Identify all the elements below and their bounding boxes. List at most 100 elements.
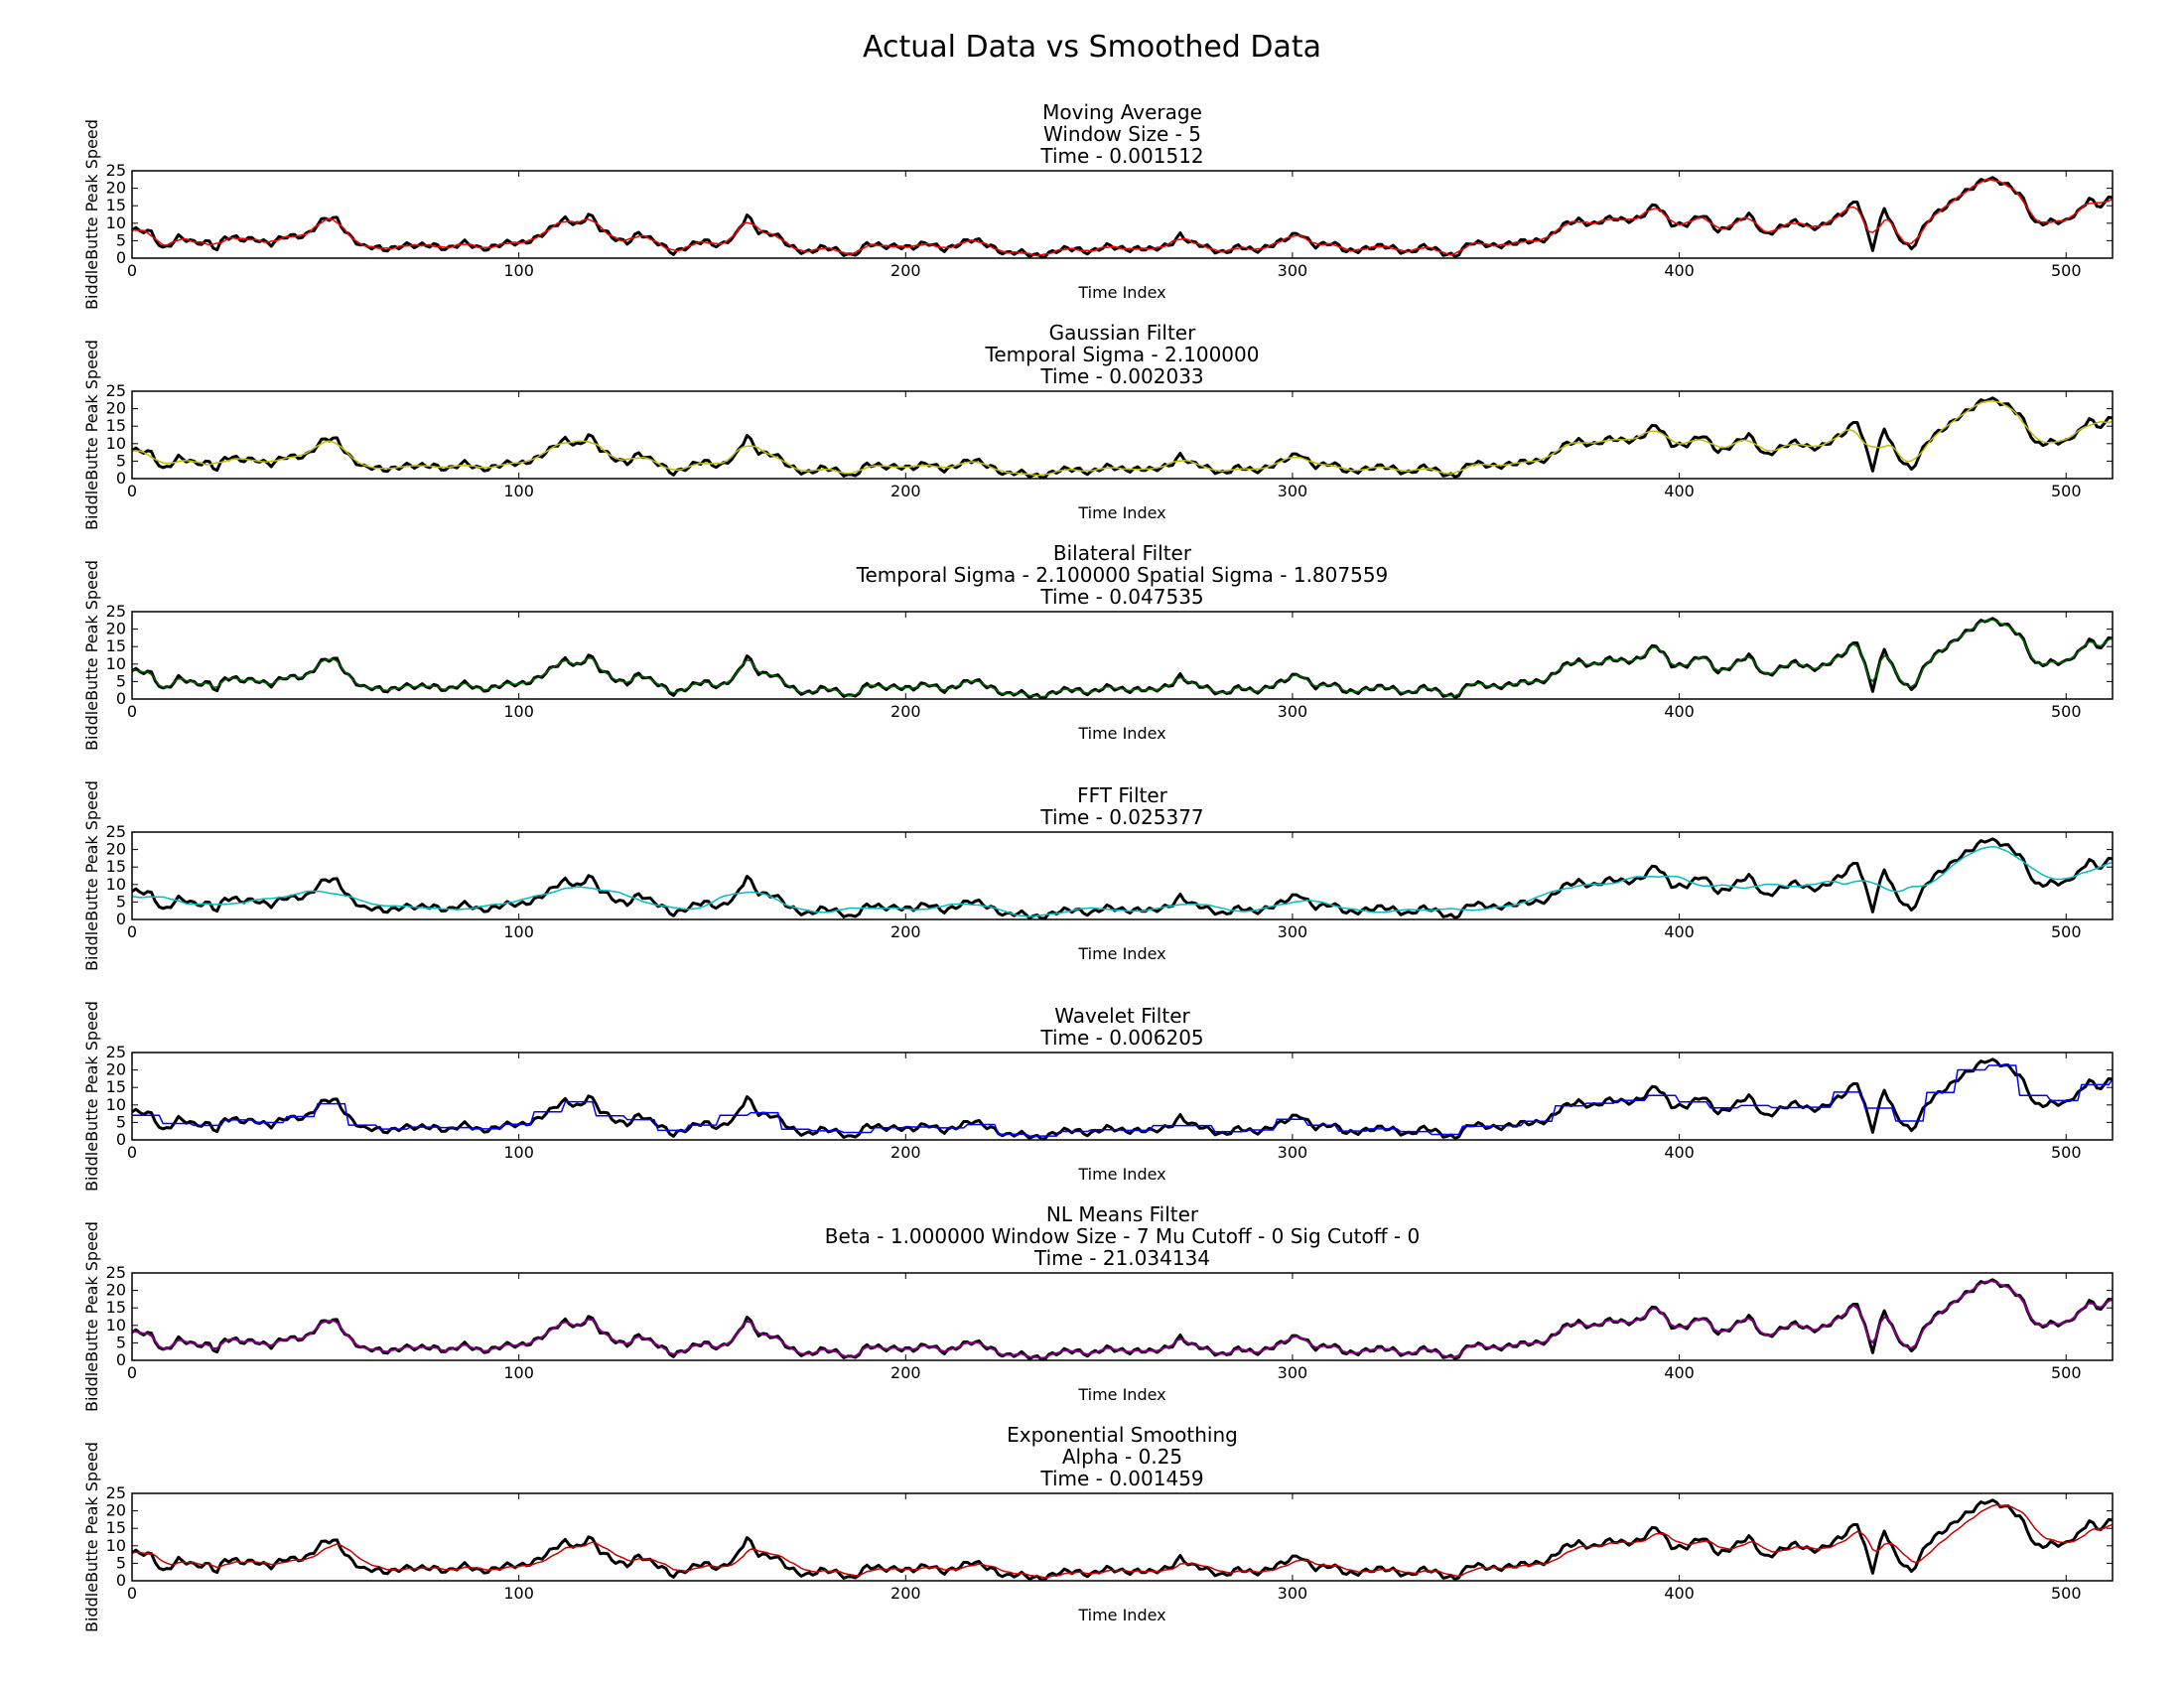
- y-tick-label: 25: [106, 1263, 126, 1282]
- axes-frame: [131, 390, 2114, 480]
- subplot-title-line: Alpha - 0.25: [1062, 1445, 1182, 1469]
- x-tick-label: 100: [503, 261, 534, 280]
- y-tick-label: 20: [106, 620, 126, 638]
- x-tick-label: 400: [1664, 702, 1695, 721]
- y-tick-label: 0: [116, 469, 126, 488]
- x-axis-label: Time Index: [1077, 503, 1165, 522]
- y-tick-label: 15: [106, 636, 126, 655]
- subplot-title-line: FFT Filter: [1077, 783, 1168, 807]
- y-tick-label: 5: [116, 1333, 126, 1351]
- y-tick-label: 5: [116, 892, 126, 911]
- x-axis-label: Time Index: [1077, 1165, 1165, 1184]
- y-axis-label: BiddleButte Peak Speed: [82, 1001, 101, 1192]
- axes-frame: [131, 1052, 2114, 1141]
- y-tick-label: 20: [106, 1281, 126, 1300]
- x-tick-label: 500: [2051, 482, 2082, 500]
- y-tick-label: 15: [106, 196, 126, 214]
- y-tick-label: 25: [106, 381, 126, 400]
- x-tick-label: 100: [503, 702, 534, 721]
- y-tick-label: 25: [106, 161, 126, 180]
- y-axis-label: BiddleButte Peak Speed: [82, 119, 101, 310]
- y-tick-label: 5: [116, 1553, 126, 1572]
- x-tick-label: 200: [890, 1143, 921, 1162]
- x-tick-label: 400: [1664, 1584, 1695, 1603]
- subplot-title-line: Time - 0.002033: [1039, 364, 1203, 388]
- x-tick-label: 100: [503, 482, 534, 500]
- series-actual-line: [131, 396, 2114, 480]
- x-tick-label: 0: [127, 261, 137, 280]
- x-tick-label: 0: [127, 922, 137, 941]
- subplot-title-line: Exponential Smoothing: [1007, 1423, 1238, 1447]
- y-tick-label: 25: [106, 822, 126, 841]
- series-actual-line: [131, 176, 2114, 259]
- x-tick-label: 300: [1278, 702, 1308, 721]
- x-tick-label: 0: [127, 1143, 137, 1162]
- series-smoothed-line: [131, 178, 2114, 257]
- x-tick-label: 200: [890, 1363, 921, 1382]
- x-axis-label: Time Index: [1077, 1606, 1165, 1624]
- y-axis-label: BiddleButte Peak Speed: [82, 340, 101, 530]
- figure-suptitle: Actual Data vs Smoothed Data: [863, 30, 1321, 65]
- x-tick-label: 300: [1278, 1584, 1308, 1603]
- y-tick-label: 10: [106, 434, 126, 453]
- x-tick-label: 500: [2051, 261, 2082, 280]
- y-axis-label: BiddleButte Peak Speed: [82, 1442, 101, 1632]
- x-tick-label: 0: [127, 482, 137, 500]
- subplot-title-line: Time - 0.001512: [1039, 144, 1203, 168]
- subplot-title-line: Window Size - 5: [1043, 122, 1201, 146]
- series-smoothed-line: [132, 1064, 2114, 1137]
- series-actual-line: [131, 1498, 2114, 1582]
- x-axis-label: Time Index: [1077, 944, 1165, 963]
- x-tick-label: 100: [503, 922, 534, 941]
- x-tick-label: 400: [1664, 922, 1695, 941]
- series-smoothed-line: [132, 400, 2114, 477]
- y-tick-label: 5: [116, 451, 126, 470]
- x-tick-label: 300: [1278, 922, 1308, 941]
- x-tick-label: 200: [890, 922, 921, 941]
- x-tick-label: 500: [2051, 1363, 2082, 1382]
- y-tick-label: 0: [116, 689, 126, 708]
- x-axis-label: Time Index: [1077, 724, 1165, 743]
- subplot-title-line: Time - 21.034134: [1033, 1246, 1210, 1270]
- series-smoothed-line: [131, 1280, 2114, 1359]
- x-tick-label: 200: [890, 1584, 921, 1603]
- y-tick-label: 10: [106, 213, 126, 232]
- y-tick-label: 5: [116, 1112, 126, 1131]
- x-tick-label: 300: [1278, 1143, 1308, 1162]
- subplot-title-line: Beta - 1.000000 Window Size - 7 Mu Cutof…: [825, 1224, 1420, 1248]
- x-tick-label: 400: [1664, 1363, 1695, 1382]
- y-tick-label: 0: [116, 1571, 126, 1590]
- y-tick-label: 20: [106, 1060, 126, 1079]
- subplot-title-line: Time - 0.025377: [1039, 805, 1203, 829]
- axes-frame: [131, 170, 2114, 259]
- y-tick-label: 0: [116, 910, 126, 928]
- subplot-title-line: Temporal Sigma - 2.100000: [985, 343, 1260, 366]
- subplot-title-line: Gaussian Filter: [1049, 321, 1196, 345]
- series-smoothed-line: [131, 845, 2114, 917]
- y-tick-label: 20: [106, 399, 126, 418]
- y-tick-label: 15: [106, 416, 126, 435]
- subplot-title-line: Bilateral Filter: [1053, 541, 1192, 565]
- x-tick-label: 400: [1664, 261, 1695, 280]
- y-tick-label: 10: [106, 1536, 126, 1555]
- x-tick-label: 500: [2051, 1584, 2082, 1603]
- subplot-title-line: Time - 0.047535: [1039, 585, 1203, 609]
- x-tick-label: 200: [890, 261, 921, 280]
- y-tick-label: 10: [106, 1316, 126, 1335]
- y-tick-label: 10: [106, 1095, 126, 1114]
- y-axis-label: BiddleButte Peak Speed: [82, 1221, 101, 1412]
- y-tick-label: 5: [116, 671, 126, 690]
- subplot-title-line: Wavelet Filter: [1054, 1004, 1190, 1028]
- x-tick-label: 300: [1278, 261, 1308, 280]
- x-tick-label: 500: [2051, 922, 2082, 941]
- subplot-title-line: Temporal Sigma - 2.100000 Spatial Sigma …: [856, 563, 1389, 587]
- y-tick-label: 0: [116, 1350, 126, 1369]
